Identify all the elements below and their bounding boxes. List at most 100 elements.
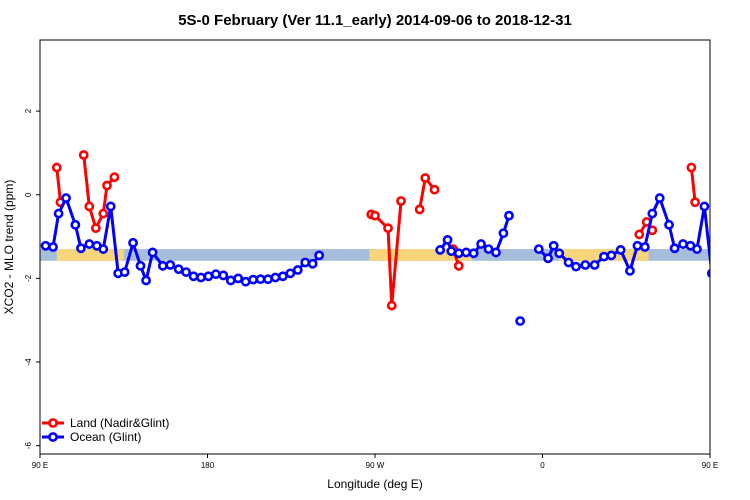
ocean-data-point [53,208,64,219]
ocean-data-point [48,242,58,252]
ocean-data-point [135,260,146,271]
y-axis-title: XCO2 - MLO trend (ppm) [2,180,16,315]
legend: Land (Nadir&Glint)Ocean (Glint) [42,416,169,444]
land-data-point [453,260,464,271]
ocean-data-point [248,274,258,285]
ocean-data-point [147,247,158,258]
land-data-point [370,210,380,221]
ocean-data-point [300,257,311,268]
legend-item-land: Land (Nadir&Glint) [42,416,169,430]
ocean-data-point [461,247,472,258]
ocean-data-point [606,250,617,261]
land-series-line [55,167,62,203]
ocean-data-point [476,239,486,249]
ocean-data-point [639,242,650,252]
ocean-data-point [128,237,138,248]
legend-item-ocean: Ocean (Glint) [42,430,141,444]
plot-frame [39,39,711,455]
ocean-data-point [453,248,464,259]
ocean-data-point [188,271,199,282]
ocean-data-point [165,260,176,270]
ocean-data-point [498,228,509,239]
y-tick-label: -2 [24,274,33,282]
land-data-point [715,151,722,158]
land-data-point [686,162,697,173]
ocean-data-point [105,201,116,212]
ocean-data-point [255,274,266,285]
ocean-data-point [40,240,51,251]
x-tick-label: 90 E [32,461,48,470]
ocean-data-point [233,273,244,284]
ocean-data-point [731,262,738,269]
ocean-data-point [218,270,229,281]
ocean-data-point [442,234,453,245]
ocean-data-point [632,240,643,251]
ocean-data-point [563,257,574,268]
ocean-data-point [285,268,296,279]
x-axis-title: Longitude (deg E) [327,477,422,491]
ocean-data-point [678,239,688,249]
ocean-data-point [669,243,680,254]
land-data-point [738,182,745,189]
ocean-data-point [504,210,514,221]
land-data-point [51,162,62,173]
series-land [51,150,750,311]
ocean-data-point [157,260,168,271]
ocean-data-point [240,276,251,287]
ocean-data-point [468,248,479,259]
land-data-point [90,223,101,234]
ocean-data-point [599,251,609,262]
land-data-point [690,197,701,208]
y-tick-label: 2 [24,108,33,113]
ocean-data-point [723,239,730,246]
ocean-data-point [589,260,600,270]
ocean-data-point [647,208,658,219]
land-data-point [109,172,120,183]
land-data-point [745,174,750,181]
legend-label: Land (Nadir&Glint) [70,416,169,430]
land-data-point [102,180,112,191]
land-data-point [78,150,89,160]
land-series-line [718,155,749,228]
ocean-data-point [292,265,303,275]
y-axis: 2 0 -2 -4 -6 [24,108,40,449]
y-tick-label: -4 [24,358,33,366]
land-band-segment [369,249,472,261]
land-data-point [386,300,397,311]
ocean-data-point [435,245,446,255]
y-tick-label: 0 [24,192,33,197]
ocean-data-point [196,272,206,283]
ocean-data-point [543,253,553,264]
ocean-data-point [743,249,750,256]
land-band-segment [56,249,124,261]
ocean-data-point [446,246,457,257]
ocean-data-point [654,193,665,203]
land-series-line [689,167,697,203]
ocean-data-point [554,248,565,259]
ocean-data-point [736,277,743,284]
ocean-data-point [625,265,635,276]
ocean-data-point [491,247,501,258]
land-data-point [634,229,645,240]
land-data-point [396,196,406,206]
ocean-data-point [715,268,722,275]
ocean-data-point [314,250,325,261]
ocean-data-point [699,201,710,212]
ocean-data-point [181,267,191,277]
ocean-data-point [571,261,581,272]
ocean-data-point [141,275,151,286]
x-tick-label: 90 E [702,461,718,470]
legend-label: Ocean (Glint) [70,430,141,444]
x-tick-label: 90 W [366,461,385,470]
ocean-data-point [203,271,214,282]
series-ocean [40,193,750,326]
x-tick-label: 180 [201,461,215,470]
land-data-point [414,204,425,215]
ocean-data-point [61,193,71,203]
ocean-data-point [548,240,559,251]
land-data-point [734,210,741,217]
land-data-point [420,173,431,183]
ocean-data-point [263,274,273,285]
land-data-point [98,208,109,219]
